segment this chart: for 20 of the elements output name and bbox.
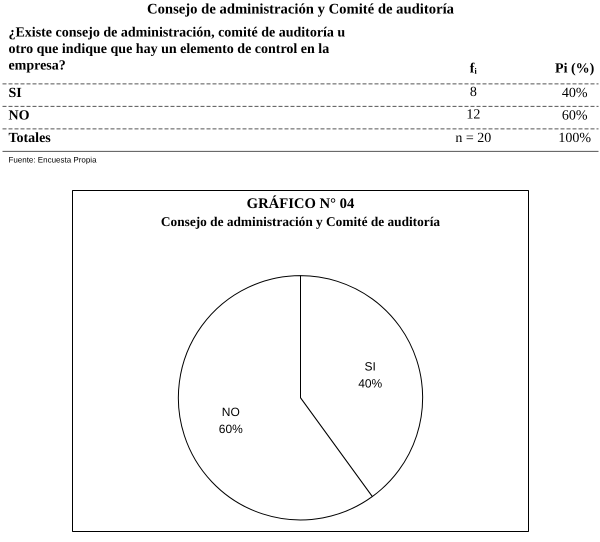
text: 40% — [562, 86, 588, 101]
text: NO — [8, 108, 30, 124]
text: 100% — [558, 131, 592, 146]
text: Consejo de administración y Comité de auditoría — [160, 214, 440, 229]
source-note: Fuente: Encuesta Propia — [8, 155, 98, 164]
text: Totales — [8, 131, 52, 146]
slice-label: SI — [364, 360, 376, 374]
chart-subtitle: Consejo de administración y Comité de auditoría — [147, 2, 455, 18]
data-label: 40% — [358, 376, 383, 390]
text: n = 20 — [455, 131, 492, 146]
slice-label: NO — [222, 405, 240, 420]
text: ¿Existe consejo de administración, comité de auditoría u otro que indique que hay un elemento de control en la empresa? — [8, 26, 346, 74]
text: Pi (%) — [555, 62, 595, 77]
text: 12 — [466, 108, 480, 122]
chart-title: GRÁFICO N° 04 — [246, 194, 355, 212]
text: 8 — [470, 85, 477, 100]
text: SI — [8, 86, 22, 101]
text: fᵢ — [470, 62, 478, 77]
text: 60% — [562, 108, 588, 124]
data-label: 60% — [218, 422, 244, 436]
